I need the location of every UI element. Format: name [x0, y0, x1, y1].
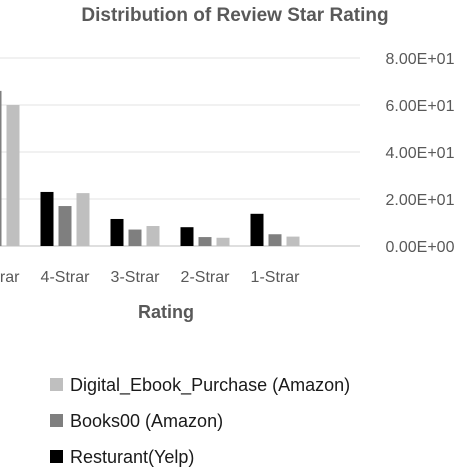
bar — [198, 237, 212, 246]
legend-label: Digital_Ebook_Purchase (Amazon) — [70, 375, 350, 396]
bar — [250, 213, 264, 246]
legend-swatch — [50, 450, 63, 463]
gridlines — [0, 57, 360, 247]
bar — [216, 237, 230, 246]
y-tick-label: 8.00E+01 — [386, 51, 455, 68]
y-tick-label: 6.00E+01 — [386, 98, 455, 115]
x-tick-label: 2-Strar — [181, 269, 231, 286]
legend-swatch — [50, 378, 63, 391]
bar — [146, 226, 160, 246]
legend-swatch — [50, 414, 63, 427]
x-axis-title: Rating — [138, 302, 194, 322]
legend: Digital_Ebook_Purchase (Amazon) Books00 (… — [50, 375, 350, 467]
legend-label: Books00 (Amazon) — [70, 411, 223, 431]
y-tick-labels: 0.00E+00 2.00E+01 4.00E+01 6.00E+01 8.00E+01 — [386, 51, 455, 256]
legend-label: Resturant(Yelp) — [70, 447, 194, 467]
y-tick-label: 2.00E+01 — [386, 192, 455, 209]
x-tick-label: 1-Strar — [251, 269, 301, 286]
x-tick-label: 4-Strar — [41, 269, 91, 286]
bars — [0, 90, 300, 247]
bar — [268, 234, 282, 246]
bar — [286, 236, 300, 246]
bar — [6, 105, 20, 246]
chart-title: Distribution of Review Star Rating — [81, 5, 388, 26]
x-tick-label: 3-Strar — [111, 269, 161, 286]
bar — [110, 218, 124, 246]
bar — [58, 206, 72, 246]
bar — [180, 227, 194, 246]
bar — [40, 191, 54, 246]
bar — [76, 193, 90, 246]
y-tick-label: 4.00E+01 — [386, 145, 455, 162]
y-tick-label: 0.00E+00 — [386, 239, 455, 256]
bar — [0, 90, 2, 247]
x-tick-label: 5-Strar — [0, 269, 20, 286]
bar — [128, 229, 142, 246]
x-tick-labels: 5-Strar 4-Strar 3-Strar 2-Strar 1-Strar — [0, 269, 300, 286]
